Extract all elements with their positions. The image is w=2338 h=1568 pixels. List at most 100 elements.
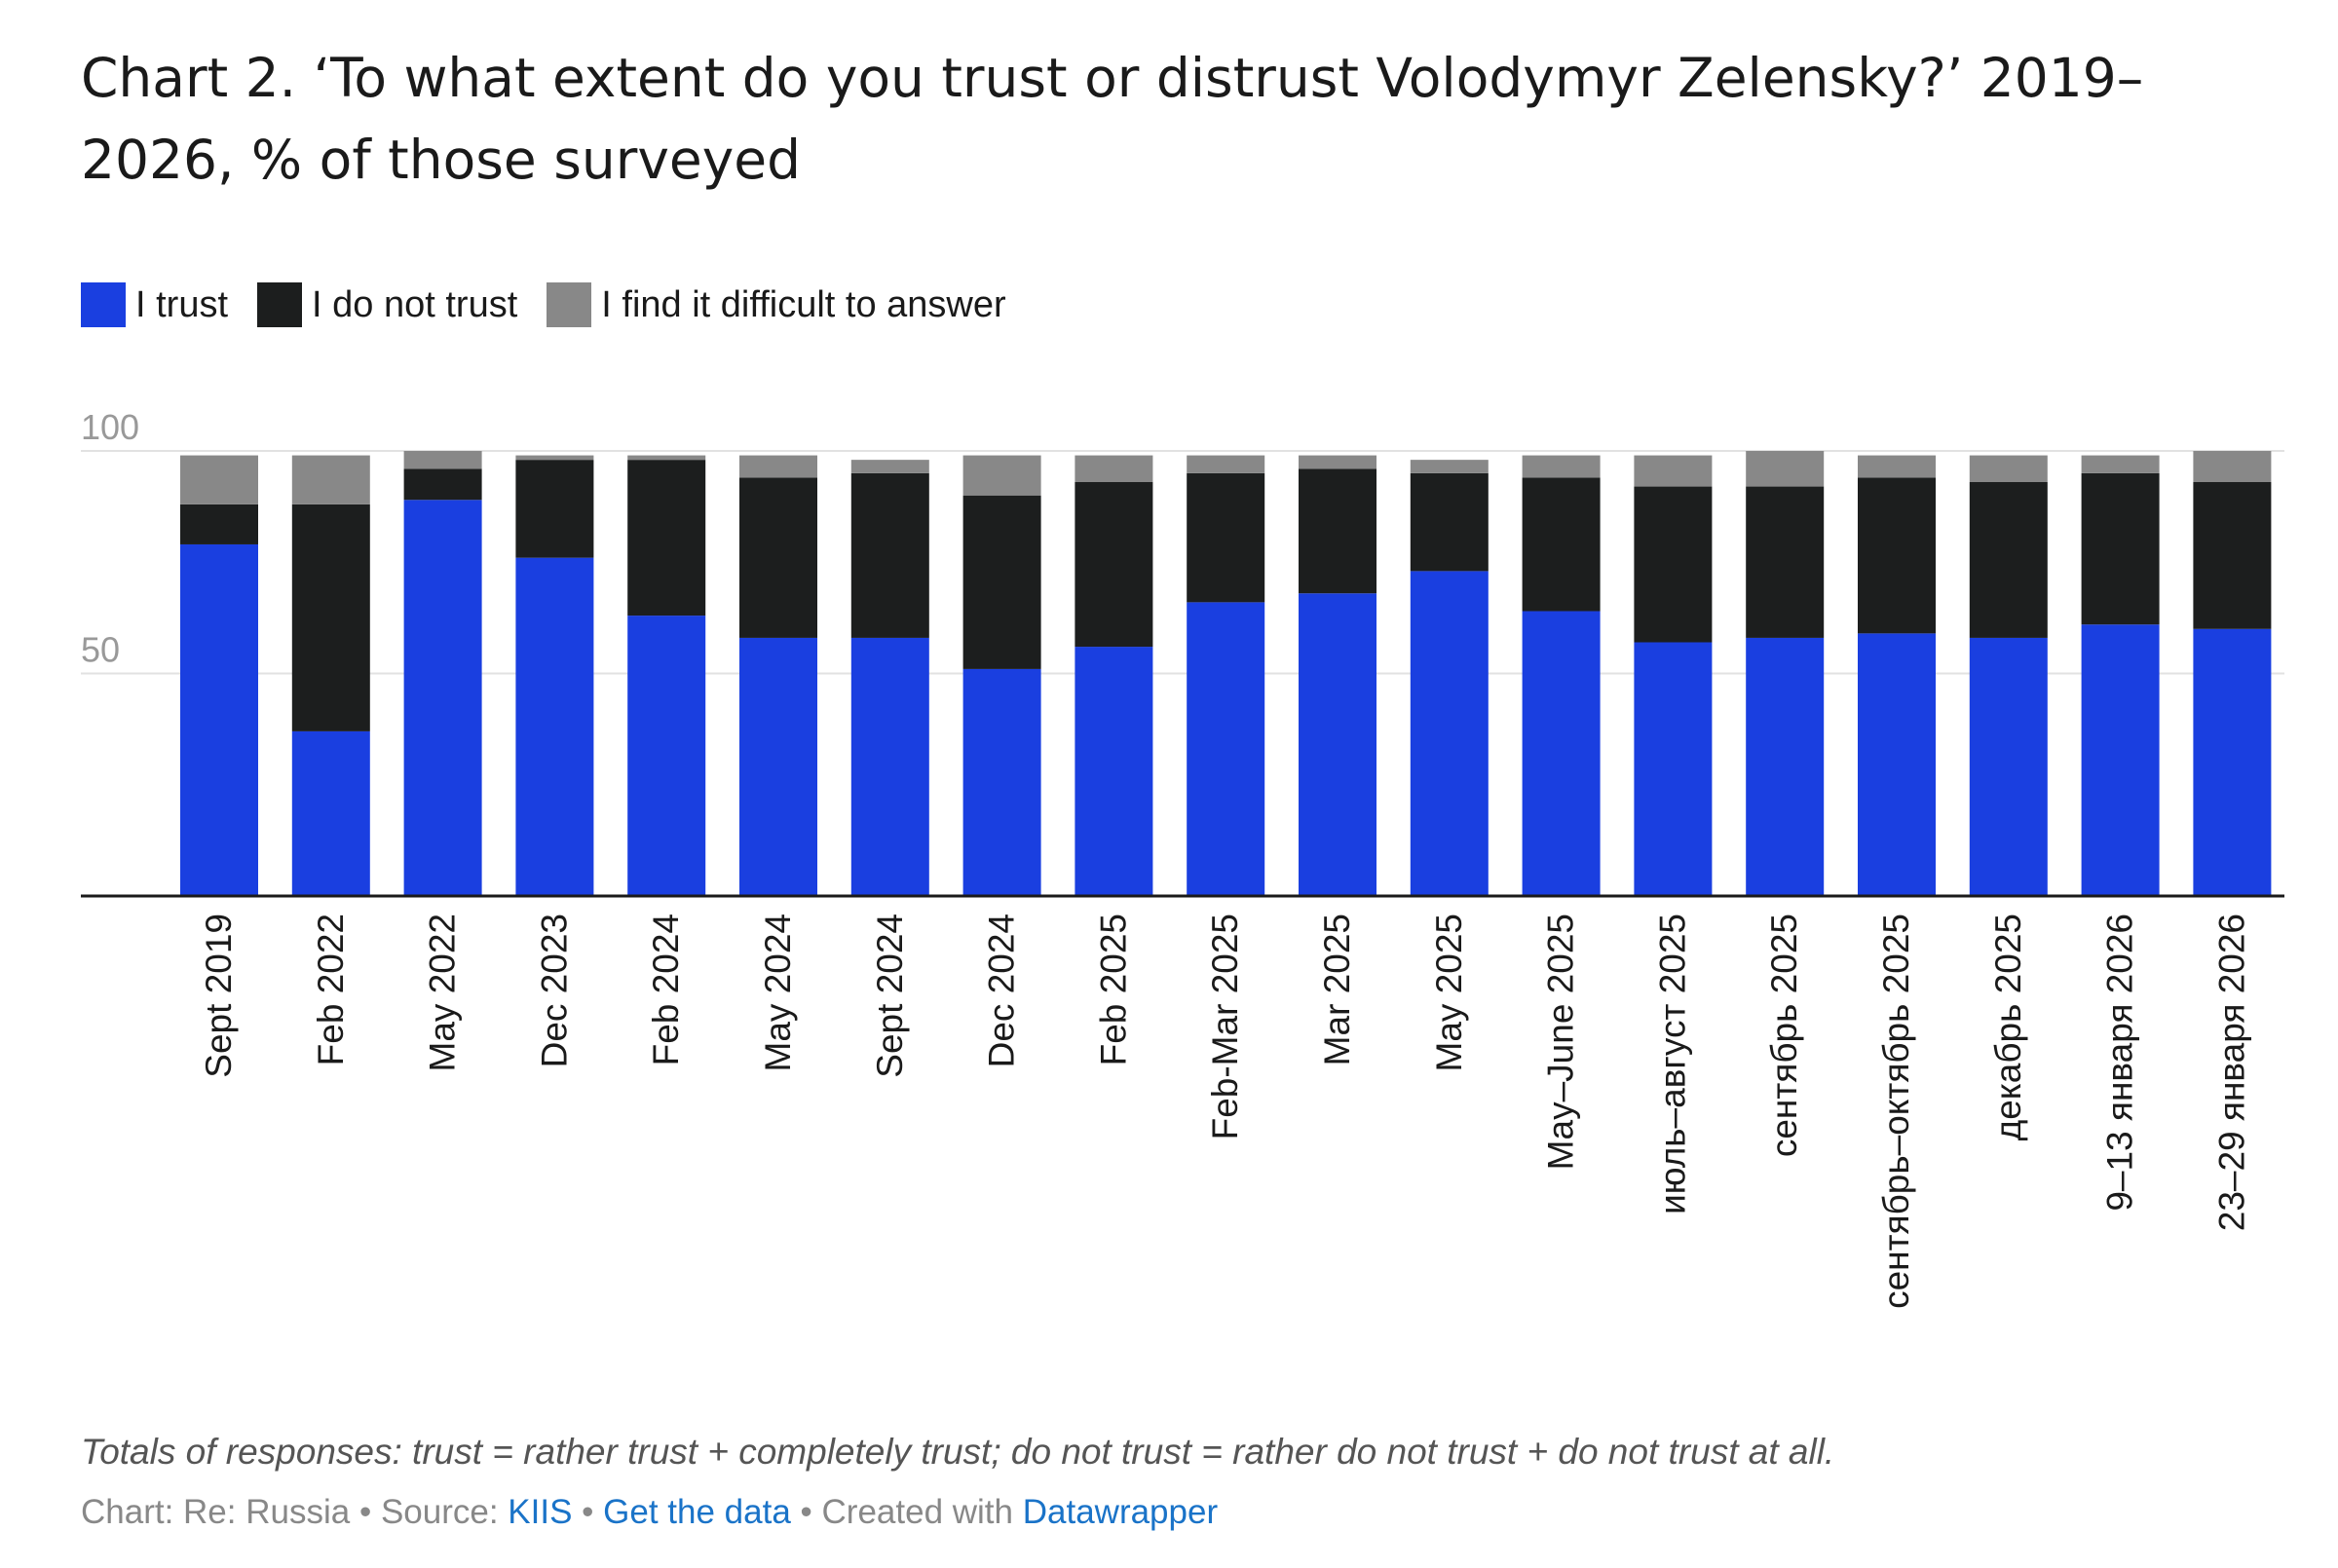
chart-footer: Chart: Re: Russia • Source: KIIS • Get t… [81,1493,1218,1532]
bar-segment-do-not-trust [1969,481,2048,638]
bar-segment-difficult [1299,455,1376,469]
bar-segment-difficult [850,460,929,473]
x-tick-label: декабрь 2025 [1988,914,2028,1140]
y-tick-label: 50 [81,630,120,670]
bar-segment-trust [291,730,370,896]
x-tick-label: Mar 2025 [1317,914,1357,1065]
bar-segment-difficult [1858,455,1936,478]
footer-separator: • [582,1493,604,1531]
bar-segment-difficult [1969,455,2048,482]
chart-title: Chart 2. ‘To what extent do you trust or… [81,47,2144,191]
bar-segment-difficult [739,455,817,478]
footer-source-label: Source: [380,1493,499,1531]
bar-segment-difficult [1746,451,1825,487]
bar-segment-trust [515,557,594,896]
bar-segment-difficult [180,455,258,504]
x-tick-label: Feb 2025 [1093,914,1133,1065]
x-tick-label: Dec 2023 [534,914,574,1067]
bar-segment-do-not-trust [850,472,929,638]
legend: I trust I do not trust I find it difficu… [81,282,1036,327]
bar-segment-difficult [291,455,370,504]
x-tick-label: May 2024 [758,914,798,1072]
chart-note: Totals of responses: trust = rather trus… [81,1432,1835,1472]
bar-segment-do-not-trust [739,477,817,638]
bar-segment-difficult [1634,455,1713,487]
bar-segment-do-not-trust [1187,472,1265,603]
bar-segment-difficult [1410,460,1489,473]
stacked-bar-chart: 50 100 Sept 2019 Feb 2022 May 2022 Dec 2023 Fe… [81,407,2284,1309]
bar-segment-do-not-trust [1858,477,1936,634]
bar-segment-trust [1522,611,1601,896]
bar-segment-trust [739,637,817,896]
bar-segment-trust [1746,637,1825,896]
legend-item-do-not-trust: I do not trust [257,282,517,327]
x-tick-label: Feb 2022 [311,914,351,1065]
y-tick-label: 100 [81,407,139,447]
bar-segment-do-not-trust [962,495,1041,669]
bar-segment-do-not-trust [180,504,258,544]
bar-segment-trust [850,637,929,896]
bar-segment-difficult [1187,455,1265,473]
x-tick-label: May 2025 [1429,914,1469,1072]
datawrapper-link[interactable]: Datawrapper [1022,1493,1219,1531]
footer-separator: • [800,1493,822,1531]
footer-created-with: Created with [821,1493,1013,1531]
x-tick-label: сентябрь–октябрь 2025 [1876,914,1916,1309]
bar-segment-trust [1410,571,1489,896]
bar-segment-trust [1634,642,1713,896]
x-tick-label: 9–13 января 2026 [2100,914,2140,1212]
legend-swatch-trust [81,282,126,327]
legend-item-difficult: I find it difficult to answer [547,282,1006,327]
bar-segment-do-not-trust [2193,481,2272,629]
bar-segment-difficult [2081,455,2160,473]
bar-segment-difficult [1522,455,1601,478]
legend-swatch-do-not-trust [257,282,303,327]
bar-segment-trust [2081,624,2160,896]
x-tick-label: May–June 2025 [1541,914,1581,1170]
get-the-data-link[interactable]: Get the data [603,1493,791,1531]
bar-segment-trust [1075,647,1153,896]
bar-segment-difficult [627,455,706,461]
x-tick-label: Sept 2024 [870,914,910,1078]
legend-item-trust: I trust [81,282,228,327]
x-tick-label: сентябрь 2025 [1764,914,1804,1157]
bar-segment-difficult [1075,455,1153,482]
bar-segment-difficult [2193,451,2272,482]
legend-label-do-not-trust: I do not trust [312,283,518,325]
bar-segment-trust [1299,593,1376,896]
bar-segment-trust [627,616,706,896]
bar-segment-trust [403,500,482,896]
bar-segment-do-not-trust [403,468,482,501]
x-tick-label: Dec 2024 [982,914,1022,1067]
footer-separator: • [358,1493,381,1531]
bar-segment-trust [180,543,258,896]
x-tick-label: Feb 2024 [646,914,686,1065]
source-link[interactable]: KIIS [508,1493,573,1531]
x-tick-label: июль–август 2025 [1652,914,1692,1214]
x-tick-label: Sept 2019 [199,914,239,1078]
bar-segment-trust [962,668,1041,896]
bar-segment-do-not-trust [1522,477,1601,612]
bar-segment-do-not-trust [1634,486,1713,643]
footer-chart-by: Chart: Re: Russia [81,1493,351,1531]
bar-segment-do-not-trust [2081,472,2160,625]
x-tick-label: 23–29 января 2026 [2211,914,2251,1231]
legend-swatch-difficult [547,282,592,327]
bar-segment-trust [1187,602,1265,896]
bar-segment-difficult [515,455,594,461]
bar-segment-difficult [403,451,482,469]
bar-segment-trust [1969,637,2048,896]
x-tick-label: May 2022 [423,914,463,1072]
bar-segment-trust [1858,633,1936,896]
bar-segment-do-not-trust [627,460,706,616]
bar-segment-difficult [962,455,1041,496]
bar-segment-do-not-trust [1075,481,1153,648]
bar-segment-do-not-trust [1299,468,1376,594]
x-tick-label: Feb-Mar 2025 [1205,914,1245,1139]
bar-segment-do-not-trust [1410,472,1489,572]
legend-label-difficult: I find it difficult to answer [601,283,1006,325]
bar-segment-do-not-trust [515,460,594,558]
legend-label-trust: I trust [135,283,229,325]
bar-segment-do-not-trust [1746,486,1825,638]
bar-segment-do-not-trust [291,504,370,731]
